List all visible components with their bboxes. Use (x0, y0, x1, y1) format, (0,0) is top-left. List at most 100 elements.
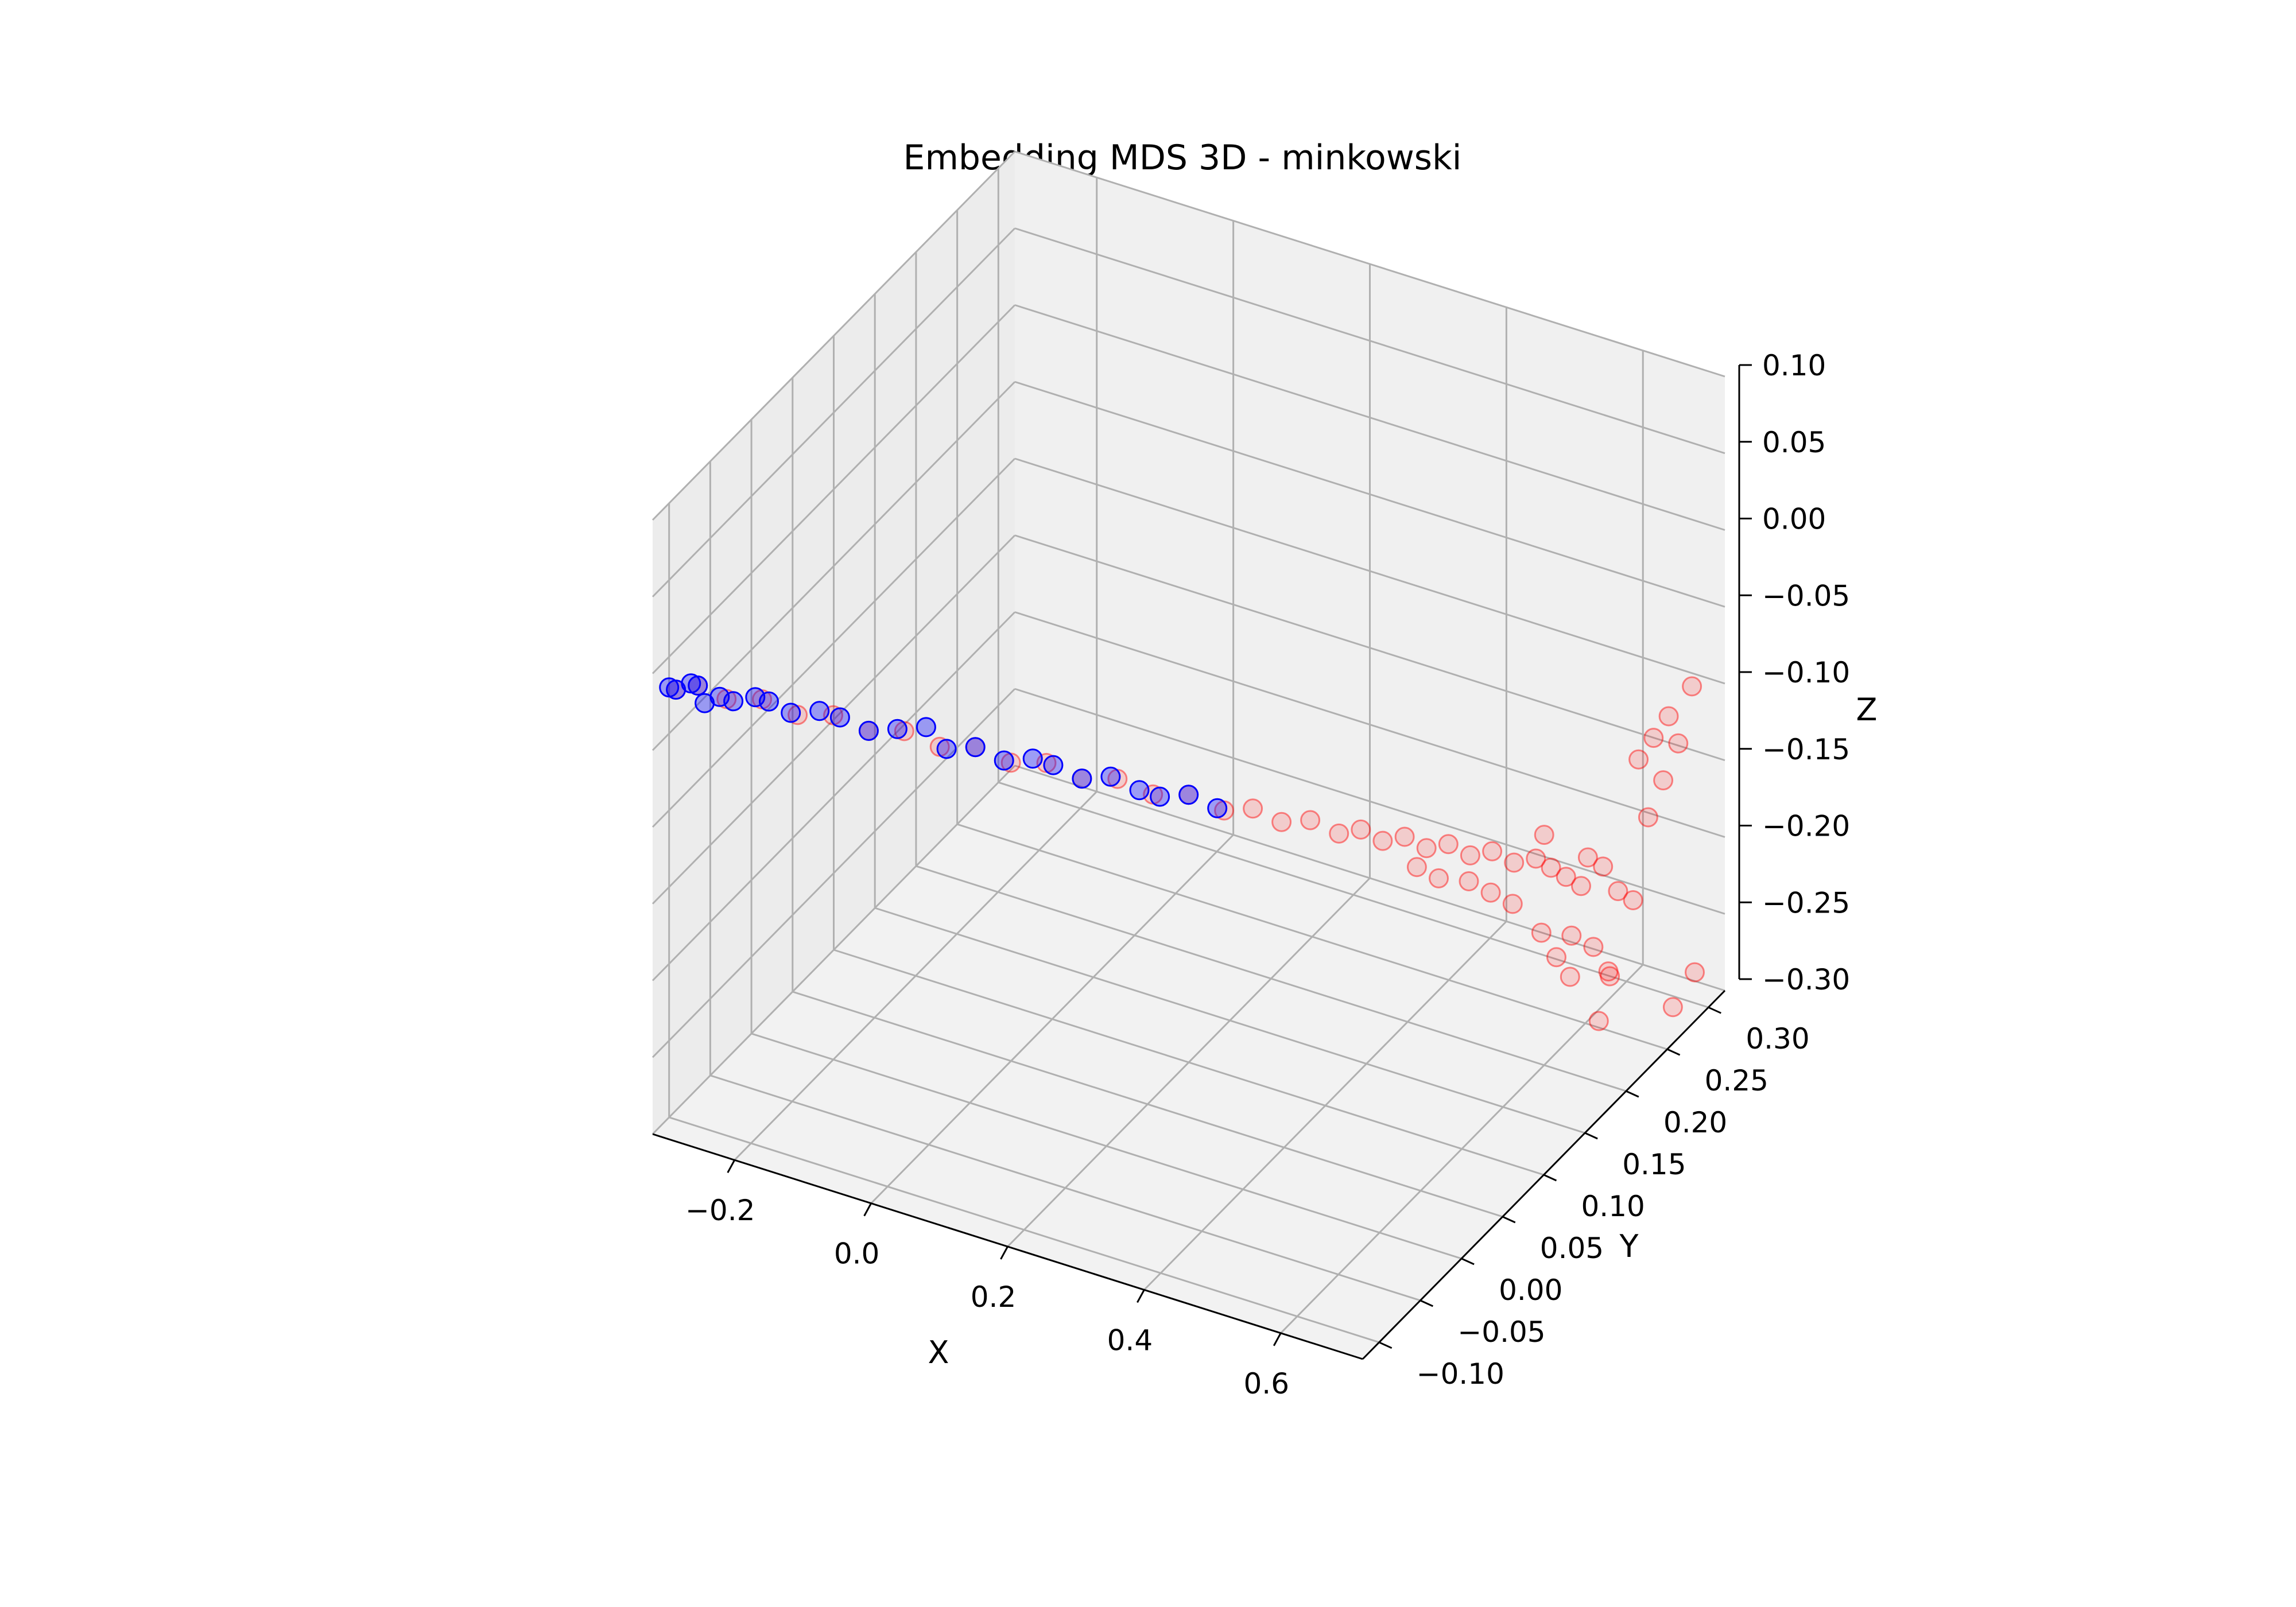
grid-line-y (709, 1074, 1421, 1302)
point-red (1583, 937, 1604, 957)
point-blue (723, 691, 744, 712)
axes-panes (653, 152, 1725, 1359)
grid-lines (651, 150, 1725, 1344)
y-tick (1461, 1257, 1475, 1266)
y-tick (1502, 1216, 1516, 1224)
point-red (1600, 966, 1620, 987)
y-tick (1379, 1341, 1393, 1349)
y-tick-label: −0.05 (1457, 1315, 1545, 1349)
x-tick-label: 0.0 (834, 1237, 880, 1271)
point-red (1571, 876, 1591, 896)
point-red (1577, 847, 1598, 868)
point-blue (781, 702, 801, 723)
point-red (1668, 733, 1689, 754)
x-tick-label: −0.2 (685, 1194, 755, 1227)
point-red (1588, 1011, 1609, 1031)
point-red (1271, 812, 1292, 832)
grid-line-z (1014, 534, 1725, 762)
point-red (1460, 845, 1480, 865)
grid-line-z (1014, 304, 1725, 531)
x-tick (727, 1159, 736, 1173)
tick-labels: −0.2 0.0 0.2 0.4 0.6 −0.10 −0.05 0.00 0.05 0.10 0.… (685, 349, 1850, 1400)
point-red (1560, 966, 1580, 987)
z-tick-label: −0.20 (1762, 810, 1850, 843)
point-blue (916, 717, 936, 737)
x-tick (863, 1202, 872, 1217)
y-tick-label: −0.10 (1417, 1357, 1504, 1391)
point-blue (1150, 786, 1170, 807)
y-tick (1666, 1048, 1681, 1056)
grid-line-y (957, 823, 1668, 1050)
y-tick-label: 0.00 (1499, 1274, 1562, 1307)
point-blue (936, 739, 957, 759)
point-red (1662, 997, 1683, 1018)
z-tick-label: 0.10 (1762, 349, 1826, 382)
point-red (1406, 857, 1427, 878)
point-blue (688, 676, 708, 696)
y-tick-label: 0.05 (1540, 1232, 1604, 1265)
z-axis-label: Z (1856, 692, 1878, 728)
z-tick-label: −0.10 (1762, 656, 1850, 689)
point-blue (858, 720, 879, 741)
point-red (1329, 823, 1349, 844)
point-red (1459, 871, 1479, 891)
point-red (1504, 852, 1525, 873)
grid-line-z (1014, 457, 1725, 685)
grid-line-y (998, 781, 1709, 1008)
grid-line-z (651, 457, 1016, 828)
grid-line-y (833, 949, 1544, 1176)
point-red (1438, 834, 1459, 855)
point-red (1561, 925, 1582, 946)
grid-line-y (669, 1116, 1380, 1344)
grid-line-z (1014, 150, 1725, 378)
point-red (1531, 922, 1552, 943)
point-red (1429, 868, 1449, 888)
x-tick-label: 0.4 (1107, 1323, 1153, 1357)
point-blue (1043, 755, 1064, 775)
y-tick-label: 0.15 (1622, 1148, 1686, 1181)
point-blue (759, 691, 779, 712)
point-red (1682, 676, 1702, 697)
grid-line-z (651, 304, 1016, 674)
grid-line-z (651, 611, 1016, 981)
point-red (1623, 890, 1643, 910)
point-red (1394, 826, 1415, 847)
axis-lines (652, 364, 1752, 1360)
grid-line-z (651, 227, 1016, 597)
point-red (1598, 961, 1619, 982)
y-tick (1708, 1006, 1721, 1014)
point-red (1608, 881, 1628, 902)
point-red (1593, 856, 1614, 877)
z-tick-label: −0.30 (1762, 963, 1850, 996)
grid-line-z (1014, 764, 1725, 992)
point-red (1416, 838, 1437, 859)
chart-title: Embedding MDS 3D - minkowski (903, 138, 1462, 178)
point-blue (887, 719, 907, 739)
point-blue (1129, 780, 1150, 801)
point-blue (994, 750, 1014, 771)
point-red (1556, 867, 1576, 887)
point-red (1541, 857, 1561, 878)
point-red (1628, 749, 1649, 770)
point-red (1653, 770, 1674, 791)
point-red (1243, 798, 1263, 819)
x-tick-label: 0.2 (971, 1280, 1017, 1314)
grid-line-z (651, 150, 1016, 521)
grid-line-y (751, 1032, 1462, 1260)
point-red (1638, 807, 1658, 828)
grid-line-z (651, 381, 1016, 751)
grid-line-y (874, 907, 1585, 1134)
x-axis-label: X (928, 1334, 949, 1371)
point-red (1300, 810, 1321, 830)
point-blue (1022, 748, 1043, 769)
x-tick (1137, 1289, 1145, 1303)
grid-line-z (651, 764, 1016, 1135)
point-red (1526, 848, 1546, 869)
y-axis-label: Y (1619, 1228, 1639, 1264)
z-tick-label: −0.05 (1762, 579, 1850, 612)
point-blue (1178, 785, 1199, 805)
point-blue (809, 701, 830, 721)
point-blue (965, 737, 986, 758)
point-red (1658, 706, 1679, 727)
point-red (1372, 830, 1393, 851)
